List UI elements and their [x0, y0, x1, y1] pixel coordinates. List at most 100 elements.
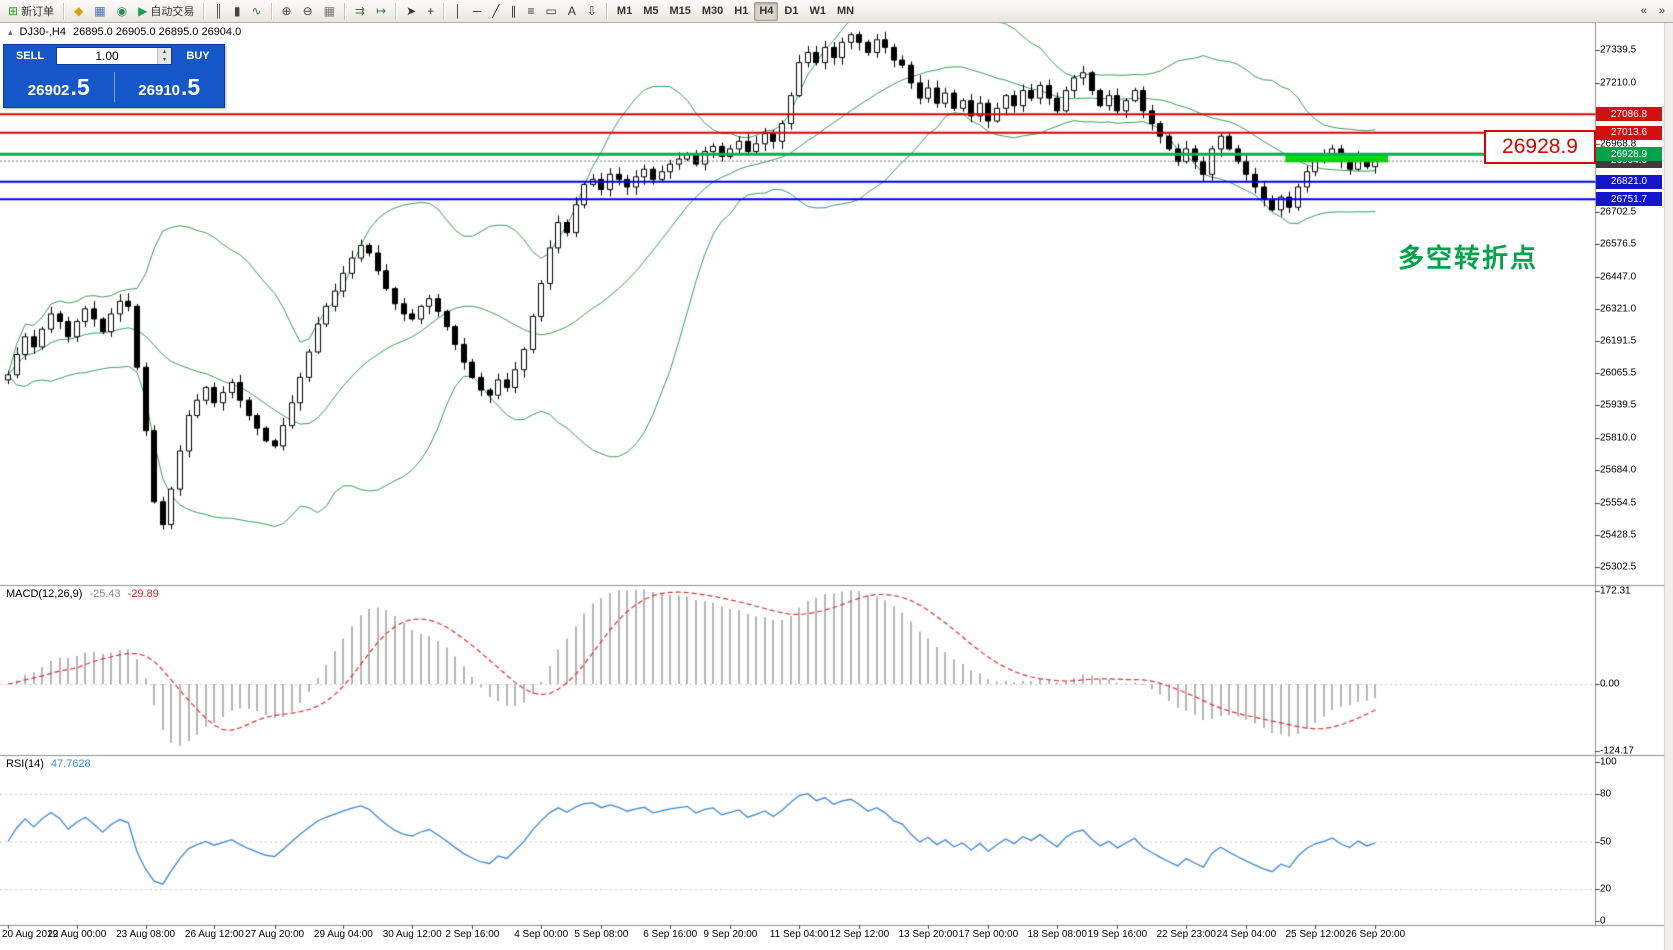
- toolbar-customize-icon[interactable]: «: [1636, 2, 1652, 21]
- price-axis-tag: 27086.8: [1596, 107, 1662, 122]
- one-click-collapse-icon[interactable]: ▴: [8, 26, 13, 37]
- price-axis-tick: 25684.0: [1600, 464, 1637, 476]
- toolbar-separator: [63, 2, 66, 20]
- price-divider: [113, 72, 115, 102]
- macd-value: -25.43: [89, 588, 121, 600]
- toolbar-separator: [344, 2, 347, 20]
- price-decimal: .5: [181, 73, 201, 100]
- zoom-out-button[interactable]: ⊖: [298, 2, 318, 21]
- channel-button[interactable]: ∥: [505, 2, 521, 21]
- candlestick-icon: ▮: [233, 4, 241, 18]
- timeframe-h1-button[interactable]: H1: [729, 2, 753, 21]
- arrows-icon: ⇩: [586, 4, 597, 18]
- new-order-button-label: 新订单: [21, 6, 55, 18]
- price-axis-tick: 25428.5: [1600, 529, 1637, 541]
- price-axis-tick: 25302.5: [1600, 561, 1637, 573]
- buy-button[interactable]: BUY: [172, 45, 224, 67]
- auto-scroll-button[interactable]: ⇉: [350, 2, 370, 21]
- navigator-icon: ◉: [116, 4, 128, 18]
- toolbar-right-icons: «»: [1636, 2, 1670, 21]
- fibonacci-button[interactable]: ≡: [522, 2, 539, 21]
- rsi-value: 47.7628: [50, 758, 91, 770]
- candlestick-chart-button[interactable]: ▮: [229, 2, 246, 21]
- volume-increase-button[interactable]: ▴: [158, 48, 171, 56]
- price-axis-tick: 25554.5: [1600, 497, 1637, 509]
- new-order-icon: ⊞: [8, 4, 19, 18]
- chart-title: ▴ DJ30-,H4 26895.0 26905.0 26895.0 26904…: [8, 26, 241, 38]
- shapes-button[interactable]: ▭: [540, 2, 561, 21]
- toolbar-separator: [443, 2, 446, 20]
- price-axis-tick: 26065.5: [1600, 367, 1637, 379]
- rsi-axis-label: 50: [1600, 836, 1612, 847]
- crosshair-button[interactable]: +: [422, 2, 439, 21]
- chart-window-button[interactable]: ▦: [89, 2, 110, 21]
- macd-signal-value: -29.89: [127, 588, 159, 600]
- sell-price[interactable]: 26902.5: [4, 74, 114, 101]
- timeframe-w1-button[interactable]: W1: [804, 2, 831, 21]
- time-axis-label: 6 Sep 16:00: [643, 929, 698, 940]
- new-order-button[interactable]: ⊞ 新订单: [3, 2, 59, 21]
- rsi-indicator-header: RSI(14) 47.7628: [6, 758, 91, 770]
- bar-chart-button[interactable]: ║: [209, 2, 228, 21]
- market-watch-icon: ◆: [74, 4, 84, 18]
- volume-spinner: ▴ ▾: [157, 48, 171, 64]
- toolbar-separator: [395, 2, 398, 20]
- fibonacci-icon: ≡: [527, 4, 535, 18]
- time-axis-label: 22 Sep 23:00: [1156, 929, 1216, 940]
- price-axis-tick: 25810.0: [1600, 432, 1637, 444]
- time-axis-label: 17 Sep 00:00: [958, 929, 1019, 940]
- timeframe-m5-button[interactable]: M5: [638, 2, 663, 21]
- volume-input[interactable]: [57, 48, 157, 64]
- sell-button[interactable]: SELL: [4, 45, 56, 67]
- toolbar-separator: [203, 2, 206, 20]
- buy-price[interactable]: 26910.5: [115, 74, 225, 101]
- auto-scroll-icon: ⇉: [355, 4, 366, 18]
- zoom-in-button[interactable]: ⊕: [277, 2, 297, 21]
- toolbar: ⊞ 新订单 ◆ ▦ ◉ ▶ 自动交易 ║ ▮ ∿ ⊕ ⊖ ▦ ⇉ ↦ ➤ + │ ─ ╱ ∥ ≡ ▭ A ⇩ M1 M5 M15 M30…: [0, 0, 1673, 23]
- timeframe-m30-button[interactable]: M30: [697, 2, 728, 21]
- vertical-line-button[interactable]: │: [449, 2, 467, 21]
- time-axis-label: 12 Sep 12:00: [829, 929, 890, 940]
- shapes-icon: ▭: [545, 4, 557, 18]
- timeframe-d1-button[interactable]: D1: [779, 2, 803, 21]
- price-axis-tick: 26576.5: [1600, 238, 1637, 250]
- rsi-axis-label: 0: [1600, 915, 1606, 927]
- macd-axis-label: -124.17: [1600, 745, 1634, 757]
- trendline-button[interactable]: ╱: [487, 2, 504, 21]
- auto-trading-button[interactable]: ▶ 自动交易: [133, 2, 199, 21]
- line-chart-button[interactable]: ∿: [246, 2, 266, 21]
- price-decimal: .5: [70, 73, 90, 100]
- rsi-name: RSI(14): [6, 758, 44, 770]
- zoom-in-icon: ⊕: [281, 4, 292, 18]
- timeframe-h4-button[interactable]: H4: [754, 1, 779, 21]
- time-axis-label: 25 Sep 12:00: [1285, 929, 1345, 940]
- zoom-out-icon: ⊖: [302, 4, 313, 18]
- navigator-button[interactable]: ◉: [112, 2, 132, 21]
- tile-windows-button[interactable]: ▦: [319, 2, 340, 21]
- cursor-button[interactable]: ➤: [401, 2, 421, 21]
- price-axis-tick: 27339.5: [1600, 44, 1637, 56]
- chart-shift-button[interactable]: ↦: [371, 2, 391, 21]
- market-watch-button[interactable]: ◆: [69, 2, 88, 21]
- toolbar-overflow-icon[interactable]: »: [1654, 2, 1670, 21]
- price-axis-tag: 26821.0: [1596, 174, 1662, 189]
- rsi-axis-label: 80: [1600, 788, 1612, 800]
- timeframe-mn-button[interactable]: MN: [832, 2, 859, 21]
- time-axis-label: 26 Aug 12:00: [184, 929, 244, 940]
- horizontal-line-button[interactable]: ─: [468, 2, 487, 21]
- tile-windows-icon: ▦: [323, 4, 336, 18]
- arrows-button[interactable]: ⇩: [582, 2, 602, 21]
- timeframe-m15-button[interactable]: M15: [664, 2, 695, 21]
- price-axis-tick: 25939.5: [1600, 399, 1637, 411]
- volume-decrease-button[interactable]: ▾: [158, 56, 171, 64]
- time-axis-label: 26 Sep 20:00: [1345, 929, 1406, 940]
- macd-name: MACD(12,26,9): [6, 588, 83, 600]
- timeframe-m1-button[interactable]: M1: [612, 2, 637, 21]
- volume-control: ▴ ▾: [56, 47, 172, 65]
- toolbar-separator: [605, 2, 608, 20]
- time-axis-label: 2 Sep 16:00: [445, 929, 500, 940]
- text-button[interactable]: A: [563, 2, 581, 21]
